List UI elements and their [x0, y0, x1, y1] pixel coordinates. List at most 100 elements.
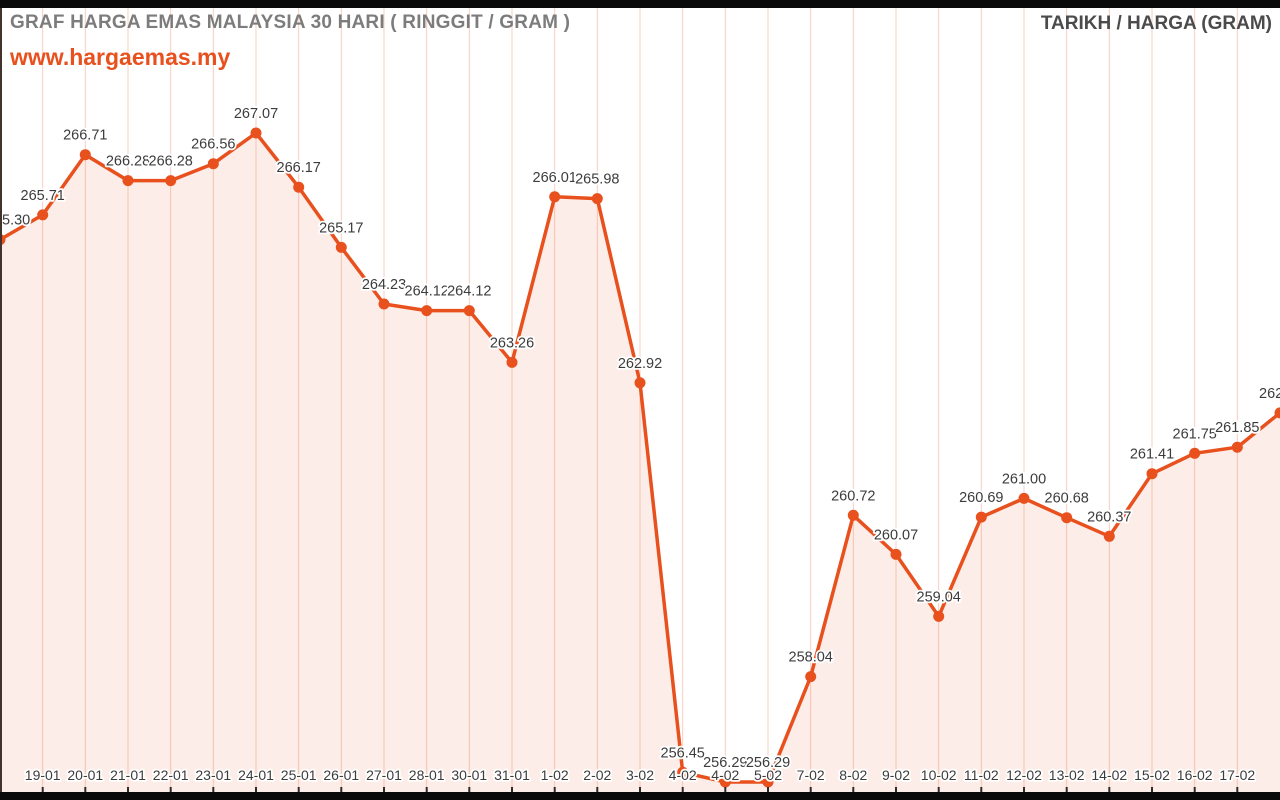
data-point [37, 209, 49, 221]
data-point [421, 305, 433, 317]
x-axis-label: 4-02 [711, 767, 739, 783]
x-axis-label: 21-01 [110, 767, 146, 783]
point-value-label: 262 [1259, 386, 1280, 402]
point-value-label: 256.29 [746, 755, 790, 771]
data-point [1018, 492, 1030, 504]
x-axis-label: 14-02 [1091, 767, 1127, 783]
data-point [165, 175, 177, 187]
point-value-label: 261.75 [1173, 426, 1217, 442]
x-axis-label: 2-02 [583, 767, 611, 783]
point-value-label: 263.26 [490, 335, 534, 351]
data-point [250, 127, 262, 139]
point-value-label: 266.28 [106, 154, 150, 170]
point-value-label: 265.71 [21, 188, 65, 204]
x-axis-label: 30-01 [451, 767, 487, 783]
data-point [378, 298, 390, 310]
point-value-label: 260.07 [874, 527, 918, 543]
data-point [634, 377, 646, 389]
data-point [677, 766, 689, 778]
chart-header: GRAF HARGA EMAS MALAYSIA 30 HARI ( RINGG… [10, 12, 570, 71]
point-value-label: 260.37 [1087, 509, 1131, 525]
data-point [1274, 407, 1280, 419]
point-value-label: 261.00 [1002, 471, 1046, 487]
x-axis-label: 27-01 [366, 767, 402, 783]
point-value-label: 264.12 [447, 284, 491, 300]
data-point [1231, 441, 1243, 453]
x-axis-label: 25-01 [281, 767, 317, 783]
data-point [847, 509, 859, 521]
x-axis-label: 1-02 [541, 767, 569, 783]
data-point [1146, 468, 1158, 480]
bottom-black-bar [0, 792, 1280, 800]
data-point [975, 511, 987, 523]
x-axis-label: 19-01 [25, 767, 61, 783]
data-point [506, 356, 518, 368]
data-point [122, 175, 134, 187]
point-value-label: 260.72 [831, 488, 875, 504]
data-point [591, 193, 603, 205]
site-url-watermark: www.hargaemas.my [10, 44, 231, 70]
data-point [207, 158, 219, 170]
top-black-bar [0, 0, 1280, 8]
data-point [1103, 530, 1115, 542]
x-axis-label: 16-02 [1177, 767, 1213, 783]
x-axis-label: 23-01 [195, 767, 231, 783]
point-value-label: 261.41 [1130, 447, 1174, 463]
x-axis-label: 31-01 [494, 767, 530, 783]
data-point [933, 610, 945, 622]
axis-legend-label: TARIKH / HARGA (GRAM) [1040, 13, 1272, 34]
point-value-label: 265.98 [575, 172, 619, 188]
point-value-label: 5.30 [2, 213, 30, 229]
x-axis-label: 15-02 [1134, 767, 1170, 783]
data-point [805, 671, 817, 683]
point-value-label: 262.92 [618, 356, 662, 372]
x-axis-label: 8-02 [839, 767, 867, 783]
x-axis-label: 24-01 [238, 767, 274, 783]
data-point [335, 241, 347, 253]
x-axis-label: 7-02 [797, 767, 825, 783]
point-value-label: 264.12 [405, 284, 449, 300]
x-axis-label: 12-02 [1006, 767, 1042, 783]
x-axis-label: 11-02 [964, 767, 999, 783]
point-value-label: 266.17 [277, 160, 321, 176]
point-value-label: 261.85 [1215, 420, 1259, 436]
data-point [719, 776, 731, 788]
area-fill [0, 133, 1280, 793]
data-point [890, 548, 902, 560]
point-value-label: 266.01 [533, 170, 577, 186]
point-value-label: 265.17 [319, 220, 363, 236]
point-value-label: 260.68 [1045, 491, 1089, 507]
point-value-label: 256.29 [703, 755, 747, 771]
point-value-label: 256.45 [661, 745, 705, 761]
x-axis-label: 20-01 [67, 767, 103, 783]
x-axis-label: 10-02 [921, 767, 957, 783]
x-axis-label: 22-01 [153, 767, 189, 783]
point-value-label: 267.07 [234, 106, 278, 122]
point-value-label: 259.04 [917, 589, 961, 605]
x-axis-label: 28-01 [409, 767, 445, 783]
point-value-label: 266.28 [149, 154, 193, 170]
x-axis-label: 13-02 [1049, 767, 1085, 783]
point-value-label: 266.71 [63, 128, 107, 144]
x-axis-label: 5-02 [754, 767, 782, 783]
chart-title: GRAF HARGA EMAS MALAYSIA 30 HARI ( RINGG… [10, 12, 571, 33]
x-axis-label: 9-02 [882, 767, 910, 783]
data-point [762, 776, 774, 788]
data-point [463, 305, 475, 317]
x-axis-label: 3-02 [626, 767, 654, 783]
x-axis-label: 4-02 [669, 767, 697, 783]
data-point [79, 149, 91, 161]
data-point [1061, 512, 1073, 524]
chart-left-border [0, 8, 2, 792]
point-value-label: 258.04 [789, 650, 833, 666]
point-value-label: 260.69 [959, 490, 1003, 506]
data-point [549, 191, 561, 203]
x-axis-label: 17-02 [1219, 767, 1255, 783]
data-point [1189, 447, 1201, 459]
data-point [293, 181, 305, 193]
point-value-label: 264.23 [362, 277, 406, 293]
point-value-label: 266.56 [191, 137, 235, 153]
x-axis-label: 26-01 [323, 767, 359, 783]
